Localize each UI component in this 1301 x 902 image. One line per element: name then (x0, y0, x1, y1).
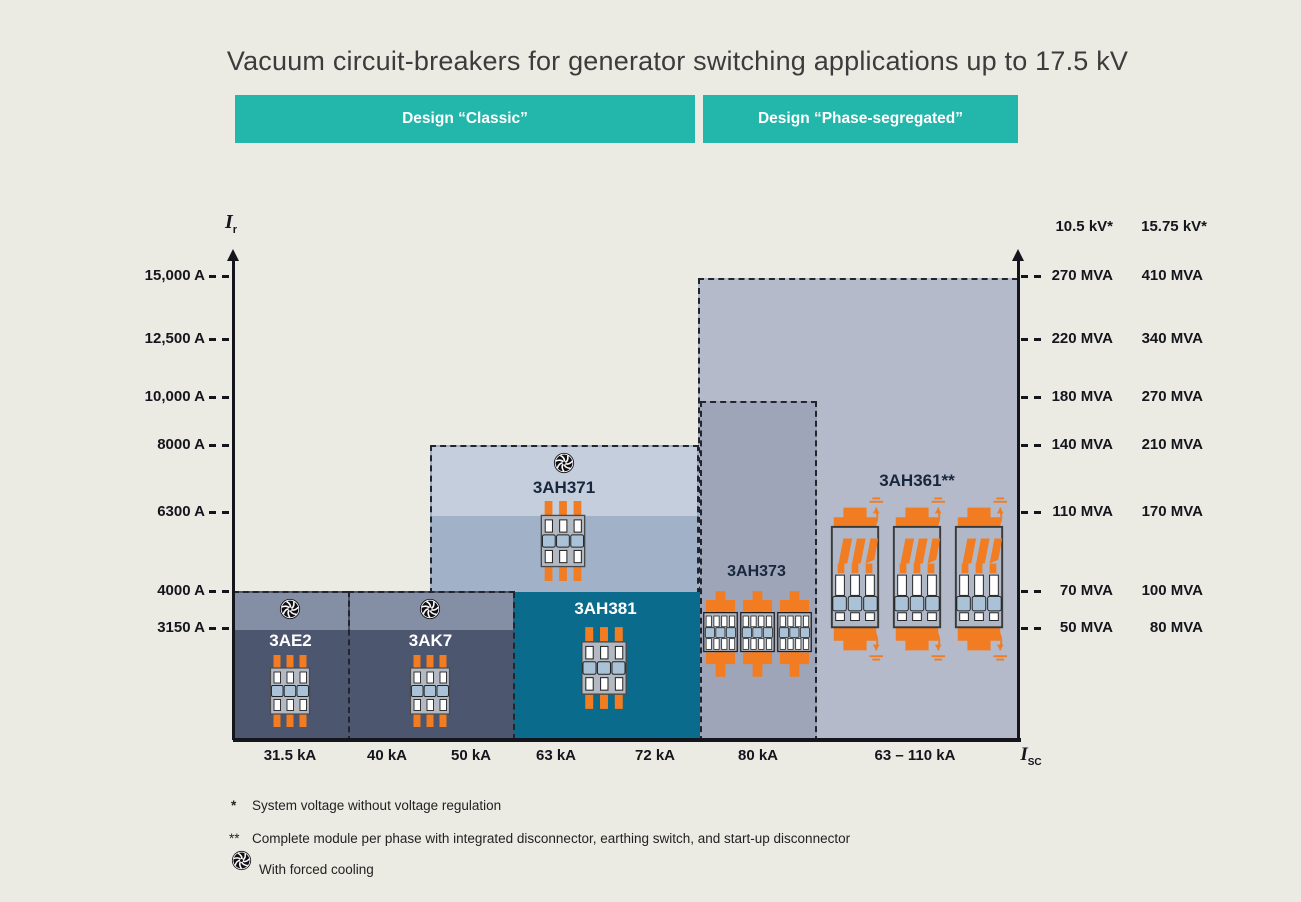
block-label-3ak7: 3AK7 (408, 631, 453, 650)
isc-subscript: SC (1027, 756, 1042, 768)
pole-unit-icon-3ah373 (740, 590, 775, 678)
mva-value-105: 70 MVA (1059, 582, 1113, 599)
y-tick-left (209, 275, 231, 278)
mva-value-1575: 210 MVA (1141, 436, 1203, 453)
footnote-double-star-text: Complete module per phase with integrate… (252, 831, 851, 846)
x-tick-label: 63 kA (535, 747, 577, 764)
block-label-3ah381: 3AH381 (574, 599, 637, 618)
mva-value-105: 220 MVA (1051, 330, 1113, 347)
block-label-3ah361: 3AH361** (879, 471, 955, 490)
breaker-icon-3ah381 (579, 627, 629, 709)
y-tick-label: 4000 A (157, 582, 205, 599)
mva-value-105: 270 MVA (1051, 267, 1113, 284)
y-tick-right (1021, 627, 1043, 630)
y-tick-right (1021, 338, 1043, 341)
design-tab-classic: Design “Classic” (235, 95, 695, 143)
design-tab-phase-segregated-label: Design “Phase-segregated” (757, 110, 963, 127)
pole-unit-icon-3ah373 (777, 590, 812, 678)
x-tick-label: 50 kA (450, 747, 492, 764)
page-title: Vacuum circuit-breakers for generator sw… (226, 46, 1129, 76)
module-icon-3ah361 (888, 496, 946, 662)
isc-symbol: I (1020, 744, 1028, 765)
x-axis-baseline (233, 738, 1021, 742)
x-tick-label: 31.5 kA (263, 747, 317, 764)
x-tick-label: 80 kA (737, 747, 779, 764)
right-axis-header-105kv: 10.5 kV* (1055, 218, 1113, 235)
y-tick-label: 10,000 A (144, 388, 205, 405)
design-tab-phase-segregated: Design “Phase-segregated” (703, 95, 1018, 143)
y-tick-right (1021, 511, 1043, 514)
design-tab-classic-label: Design “Classic” (402, 110, 528, 127)
y-tick-left (209, 338, 231, 341)
breaker-icon-3ah371 (538, 501, 588, 581)
block-label-3ah373: 3AH373 (727, 563, 786, 580)
mva-value-105: 110 MVA (1052, 503, 1113, 520)
module-icon-3ah361 (950, 496, 1008, 662)
y-tick-label: 8000 A (157, 436, 205, 453)
right-axis-header-1575kv: 15.75 kV* (1141, 218, 1207, 235)
y-tick-left (209, 627, 231, 630)
ir-symbol: I (224, 211, 233, 233)
pole-unit-icon-3ah373 (703, 590, 738, 678)
y-axis-right-arrow (1012, 249, 1024, 261)
y-tick-label: 12,500 A (144, 330, 205, 347)
y-tick-left (209, 590, 231, 593)
breaker-icon-3ak7 (408, 655, 452, 727)
y-tick-left (209, 396, 231, 399)
y-tick-label: 3150 A (157, 619, 205, 636)
forced-cooling-fan-icon (553, 452, 575, 474)
footnote-double-star-marker: ** (229, 831, 240, 846)
mva-value-1575: 170 MVA (1141, 503, 1203, 520)
x-tick-label: 63 – 110 kA (874, 747, 956, 764)
mva-value-1575: 100 MVA (1141, 582, 1203, 599)
mva-value-1575: 340 MVA (1141, 330, 1203, 347)
module-icon-3ah361 (826, 496, 884, 662)
y-axis-right-line (1016, 258, 1020, 740)
mva-value-105: 180 MVA (1051, 388, 1113, 405)
mva-value-1575: 270 MVA (1141, 388, 1203, 405)
forced-cooling-legend-fan-icon (231, 850, 252, 871)
region-3ah373 (700, 401, 817, 742)
forced-cooling-fan-icon (279, 598, 301, 620)
y-tick-right (1021, 396, 1043, 399)
x-tick-label: 72 kA (634, 747, 676, 764)
y-tick-label: 6300 A (157, 503, 205, 520)
footnote-star-text: System voltage without voltage regulatio… (252, 798, 502, 813)
mva-value-1575: 80 MVA (1149, 619, 1203, 636)
block-label-3ah371: 3AH371 (532, 478, 596, 497)
mva-value-105: 50 MVA (1059, 619, 1113, 636)
ir-subscript: r (232, 224, 238, 236)
mva-value-1575: 410 MVA (1141, 267, 1203, 284)
y-tick-left (209, 511, 231, 514)
block-label-3ae2: 3AE2 (269, 631, 312, 650)
y-tick-right (1021, 590, 1043, 593)
y-tick-right (1021, 275, 1043, 278)
y-tick-left (209, 444, 231, 447)
breaker-icon-3ae2 (268, 655, 312, 727)
y-tick-right (1021, 444, 1043, 447)
y-axis-left-label: Ir (205, 211, 257, 236)
y-tick-label: 15,000 A (144, 267, 205, 284)
footnote-star-marker: * (231, 798, 237, 813)
forced-cooling-fan-icon (419, 598, 441, 620)
mva-value-105: 140 MVA (1051, 436, 1113, 453)
y-axis-left-line (231, 258, 235, 740)
x-axis-label: ISC (1008, 744, 1054, 768)
y-axis-left-arrow (227, 249, 239, 261)
footnote-cooling-text: With forced cooling (259, 862, 374, 877)
x-tick-label: 40 kA (366, 747, 408, 764)
